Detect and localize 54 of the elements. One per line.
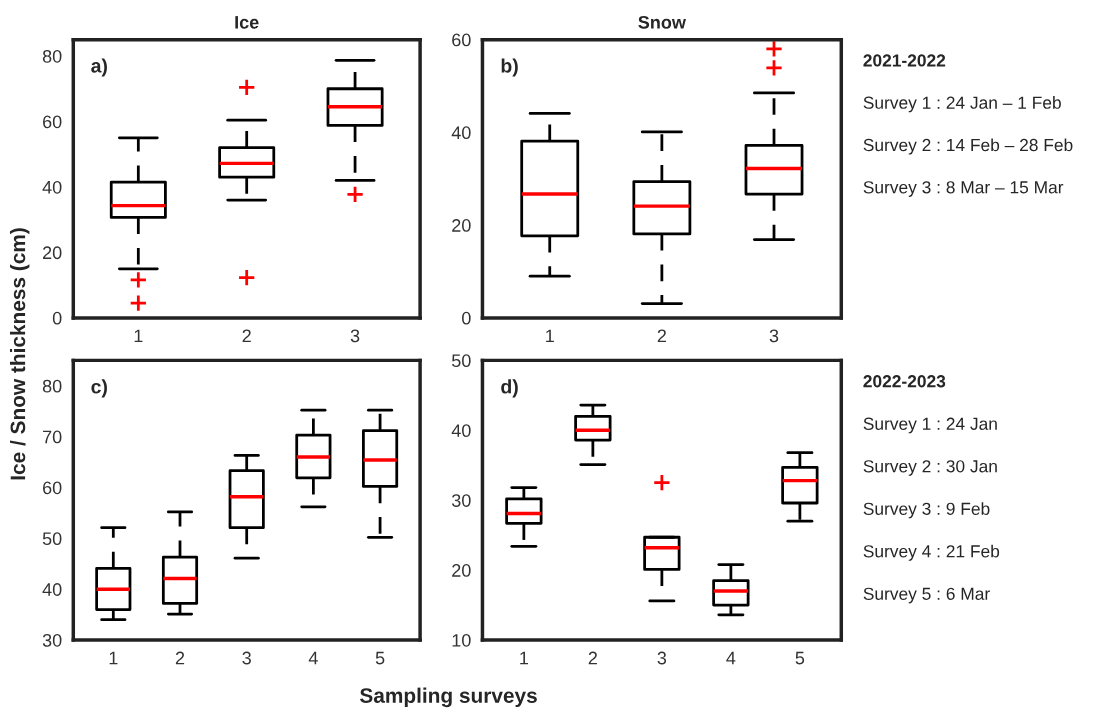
x-tick-label: 5 (375, 651, 385, 665)
x-tick-label: 2 (242, 329, 251, 343)
x-tick-label: 3 (242, 651, 251, 665)
y-tick-label: 20 (452, 564, 471, 577)
text: Survey 5 : 6 Mar (863, 587, 990, 604)
x-tick-label: 1 (109, 651, 118, 665)
x-tick-label: 2 (657, 329, 666, 343)
x-tick-label: 4 (308, 651, 318, 665)
y-tick-label: 40 (42, 180, 62, 194)
y-tick-label: 40 (451, 424, 471, 438)
y-tick-label: 80 (42, 49, 62, 63)
x-axis-title: Sampling surveys (359, 687, 537, 708)
text: Survey 4 : 21 Feb (863, 544, 1000, 561)
y-tick-label: 40 (451, 126, 471, 140)
y-tick-label: 20 (452, 219, 471, 232)
y-tick-label: 20 (43, 246, 62, 260)
x-tick-label: 1 (546, 329, 554, 343)
text: Survey 3 : 9 Feb (863, 502, 990, 519)
x-tick-label: 2 (588, 651, 597, 665)
y-tick-label: 60 (43, 481, 62, 495)
y-tick-label: 0 (52, 311, 62, 325)
text: Survey 1 : 24 Jan (863, 417, 997, 434)
y-tick-label: 80 (42, 379, 62, 393)
text: Survey 1 : 24 Jan – 1 Feb (863, 96, 1061, 113)
y-tick-label: 30 (42, 633, 62, 647)
x-tick-label: 2 (175, 651, 185, 665)
y-tick-label: 60 (43, 115, 62, 129)
annotation: b) (501, 58, 518, 77)
x-tick-label: 5 (795, 651, 805, 665)
y-tick-label: 0 (462, 311, 471, 325)
text: Survey 2 : 14 Feb – 28 Feb (863, 138, 1073, 155)
annotation: a) (91, 58, 107, 77)
y-tick-label: 30 (451, 494, 471, 507)
text: Survey 3 : 8 Mar – 15 Mar (863, 181, 1064, 197)
chart-title: Ice (235, 16, 259, 29)
y-tick-label: 50 (451, 354, 471, 368)
y-tick-label: 40 (42, 583, 62, 596)
x-tick-label: 4 (726, 651, 736, 665)
y-tick-label: 10 (452, 633, 471, 647)
annotation: d) (501, 379, 518, 398)
y-tick-label: 50 (42, 532, 62, 546)
x-tick-label: 3 (769, 329, 779, 343)
y-tick-label: 60 (452, 33, 471, 47)
y-tick-label: 70 (43, 430, 62, 444)
chart-title: Snow (638, 15, 686, 29)
text: Survey 2 : 30 Jan (863, 460, 997, 476)
x-tick-label: 3 (350, 329, 360, 343)
x-tick-label: 3 (657, 651, 667, 665)
text: 2022-2023 (863, 375, 946, 388)
y-axis-title: Ice / Snow thickness (cm) (9, 228, 30, 480)
annotation: c) (91, 379, 107, 398)
text: 2021-2022 (863, 54, 946, 67)
x-tick-label: 1 (134, 329, 143, 343)
x-tick-label: 1 (520, 651, 528, 665)
